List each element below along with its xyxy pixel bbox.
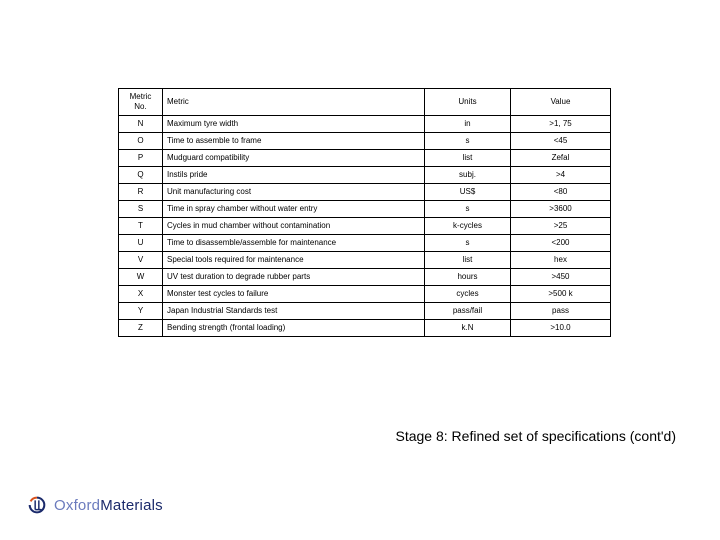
cell-metric: Time in spray chamber without water entr… <box>163 201 425 218</box>
table-row: X Monster test cycles to failure cycles … <box>119 286 611 303</box>
cell-no: V <box>119 252 163 269</box>
cell-metric: Mudguard compatibility <box>163 150 425 167</box>
cell-no: Y <box>119 303 163 320</box>
cell-metric: Special tools required for maintenance <box>163 252 425 269</box>
logo-brand-oxford: Oxford <box>54 497 100 514</box>
cell-units: hours <box>425 269 511 286</box>
table-body: N Maximum tyre width in >1, 75 O Time to… <box>119 116 611 337</box>
cell-units: in <box>425 116 511 133</box>
cell-value: <80 <box>511 184 611 201</box>
header-metric-no: Metric No. <box>119 89 163 116</box>
cell-metric: Time to assemble to frame <box>163 133 425 150</box>
cell-value: >1, 75 <box>511 116 611 133</box>
table-row: R Unit manufacturing cost US$ <80 <box>119 184 611 201</box>
header-metric: Metric <box>163 89 425 116</box>
specifications-table-wrap: Metric No. Metric Units Value N Maximum … <box>118 88 610 337</box>
cell-units: s <box>425 133 511 150</box>
cell-units: US$ <box>425 184 511 201</box>
cell-no: R <box>119 184 163 201</box>
cell-metric: Instils pride <box>163 167 425 184</box>
cell-no: S <box>119 201 163 218</box>
cell-no: Z <box>119 320 163 337</box>
cell-no: U <box>119 235 163 252</box>
cell-units: list <box>425 252 511 269</box>
logo-text: OxfordMaterials <box>54 497 163 514</box>
cell-no: X <box>119 286 163 303</box>
cell-units: k-cycles <box>425 218 511 235</box>
cell-units: cycles <box>425 286 511 303</box>
cell-metric: Maximum tyre width <box>163 116 425 133</box>
header-units: Units <box>425 89 511 116</box>
cell-metric: UV test duration to degrade rubber parts <box>163 269 425 286</box>
table-row: P Mudguard compatibility list Zefal <box>119 150 611 167</box>
cell-value: >500 k <box>511 286 611 303</box>
header-value: Value <box>511 89 611 116</box>
table-row: N Maximum tyre width in >1, 75 <box>119 116 611 133</box>
table-row: S Time in spray chamber without water en… <box>119 201 611 218</box>
table-row: T Cycles in mud chamber without contamin… <box>119 218 611 235</box>
table-row: Y Japan Industrial Standards test pass/f… <box>119 303 611 320</box>
cell-units: s <box>425 235 511 252</box>
specifications-table: Metric No. Metric Units Value N Maximum … <box>118 88 611 337</box>
cell-value: pass <box>511 303 611 320</box>
cell-metric: Time to disassemble/assemble for mainten… <box>163 235 425 252</box>
cell-metric: Unit manufacturing cost <box>163 184 425 201</box>
cell-units: subj. <box>425 167 511 184</box>
cell-value: <45 <box>511 133 611 150</box>
table-row: O Time to assemble to frame s <45 <box>119 133 611 150</box>
cell-no: W <box>119 269 163 286</box>
table-row: W UV test duration to degrade rubber par… <box>119 269 611 286</box>
cell-metric: Japan Industrial Standards test <box>163 303 425 320</box>
cell-units: s <box>425 201 511 218</box>
oxford-materials-logo: OxfordMaterials <box>26 494 163 516</box>
slide-caption: Stage 8: Refined set of specifications (… <box>396 428 677 444</box>
cell-no: Q <box>119 167 163 184</box>
cell-units: pass/fail <box>425 303 511 320</box>
cell-value: hex <box>511 252 611 269</box>
cell-value: >10.0 <box>511 320 611 337</box>
table-row: V Special tools required for maintenance… <box>119 252 611 269</box>
table-row: Q Instils pride subj. >4 <box>119 167 611 184</box>
cell-metric: Bending strength (frontal loading) <box>163 320 425 337</box>
table-header-row: Metric No. Metric Units Value <box>119 89 611 116</box>
cell-no: T <box>119 218 163 235</box>
cell-no: O <box>119 133 163 150</box>
logo-mark-icon <box>26 494 48 516</box>
cell-value: >4 <box>511 167 611 184</box>
cell-value: >450 <box>511 269 611 286</box>
cell-no: N <box>119 116 163 133</box>
cell-value: Zefal <box>511 150 611 167</box>
cell-no: P <box>119 150 163 167</box>
cell-units: k.N <box>425 320 511 337</box>
cell-metric: Cycles in mud chamber without contaminat… <box>163 218 425 235</box>
table-row: U Time to disassemble/assemble for maint… <box>119 235 611 252</box>
cell-value: <200 <box>511 235 611 252</box>
logo-brand-materials: Materials <box>100 497 163 514</box>
cell-units: list <box>425 150 511 167</box>
cell-metric: Monster test cycles to failure <box>163 286 425 303</box>
table-row: Z Bending strength (frontal loading) k.N… <box>119 320 611 337</box>
cell-value: >25 <box>511 218 611 235</box>
cell-value: >3600 <box>511 201 611 218</box>
